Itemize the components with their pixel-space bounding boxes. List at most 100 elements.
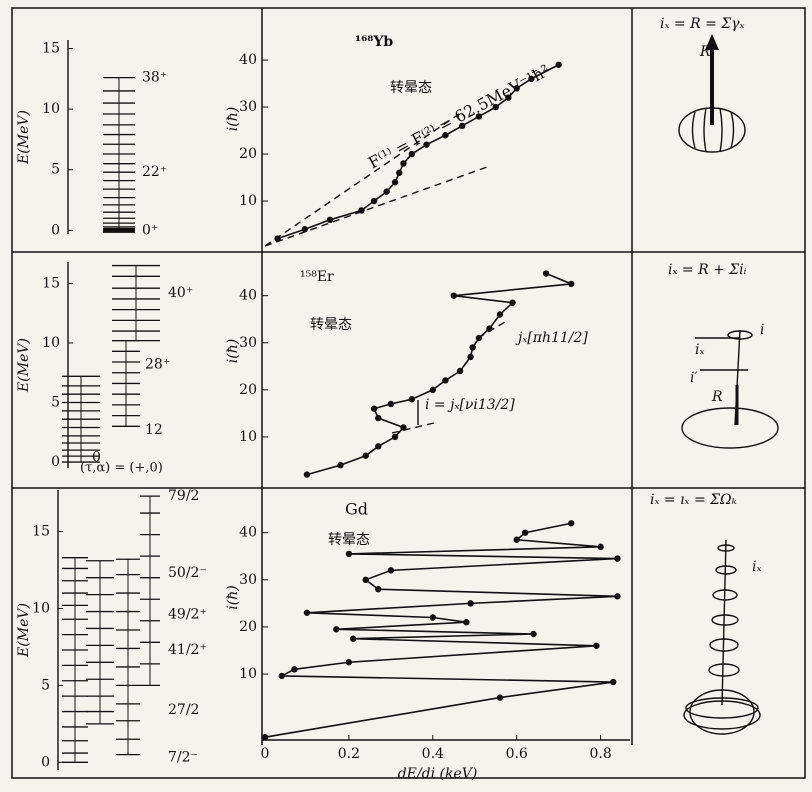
y-tick-label: 5 bbox=[51, 162, 60, 178]
diagram-label: iₓ bbox=[752, 559, 761, 575]
data-point bbox=[429, 614, 437, 621]
nucleus bbox=[681, 407, 779, 449]
chart-title: Gd bbox=[345, 500, 368, 519]
data-point bbox=[513, 85, 520, 92]
y-axis-label: i(ħ) bbox=[225, 339, 241, 363]
level-label: 7/2⁻ bbox=[168, 750, 198, 766]
data-point bbox=[496, 311, 504, 318]
level-label: 40⁺ bbox=[168, 285, 193, 301]
data-point bbox=[513, 536, 520, 543]
annotation: jₓ[πh11/2] bbox=[515, 330, 588, 346]
data-point bbox=[337, 461, 344, 469]
x-tick-label: 0.6 bbox=[506, 746, 528, 762]
data-point bbox=[614, 555, 621, 562]
level-label: 50/2⁻ bbox=[168, 565, 207, 581]
data-point bbox=[345, 659, 353, 666]
data-point bbox=[450, 292, 457, 299]
y-tick-label: 0 bbox=[51, 222, 60, 238]
data-point bbox=[387, 400, 395, 408]
x-tick-label: 0.4 bbox=[422, 746, 444, 762]
data-point bbox=[362, 576, 369, 584]
diagram-label: iₓ bbox=[695, 342, 704, 358]
data-point bbox=[463, 619, 470, 626]
data-point bbox=[383, 188, 390, 195]
data-point bbox=[291, 666, 298, 673]
data-point bbox=[274, 235, 281, 242]
diagram-formula: iₓ = R = Σγₓ bbox=[660, 16, 745, 32]
data-point bbox=[400, 424, 407, 431]
orbit bbox=[708, 663, 740, 677]
y-tick-label: 0 bbox=[51, 454, 60, 470]
reference-line bbox=[264, 111, 463, 247]
data-line bbox=[264, 522, 618, 738]
data-point bbox=[492, 103, 499, 111]
level-label: 28⁺ bbox=[145, 356, 170, 372]
y-tick-label: 10 bbox=[42, 335, 60, 351]
y-tick-label: 10 bbox=[239, 193, 257, 209]
data-point bbox=[301, 226, 309, 233]
y-tick-label: 40 bbox=[239, 288, 257, 304]
y-tick-label: 30 bbox=[239, 99, 257, 115]
data-point bbox=[326, 216, 334, 224]
level-label: 79/2 bbox=[168, 488, 199, 504]
annotation: F⁽¹⁾ = F⁽²⁾ = 62.5MeV⁻¹ħ² bbox=[365, 61, 553, 173]
x-tick-label: 0 bbox=[261, 746, 270, 762]
data-point bbox=[467, 353, 474, 361]
arrow-head bbox=[705, 34, 719, 50]
data-point bbox=[475, 113, 483, 120]
level-label: 22⁺ bbox=[142, 164, 167, 180]
diagram-formula: iₓ = R + Σiᵢ bbox=[668, 262, 747, 278]
annotation: 转晕态 bbox=[328, 532, 370, 548]
data-point bbox=[391, 433, 399, 441]
level-label: 38⁺ bbox=[142, 70, 167, 86]
x-tick-label: 0.8 bbox=[589, 746, 611, 762]
data-point bbox=[467, 600, 474, 607]
data-point bbox=[396, 169, 403, 177]
y-tick-label: 10 bbox=[239, 429, 257, 445]
y-tick-label: 15 bbox=[32, 524, 50, 540]
data-point bbox=[568, 280, 575, 288]
data-point bbox=[408, 150, 416, 158]
data-point bbox=[442, 132, 449, 139]
y-axis-label: E(MeV) bbox=[16, 338, 32, 393]
level-label: 0⁺ bbox=[142, 222, 158, 238]
x-tick-label: 0.2 bbox=[338, 746, 360, 762]
data-point bbox=[303, 609, 311, 616]
axis bbox=[721, 539, 727, 706]
data-point bbox=[597, 543, 604, 551]
data-point bbox=[423, 141, 430, 148]
y-tick-label: 40 bbox=[239, 52, 257, 68]
orbit bbox=[712, 589, 738, 601]
nucleus-lines bbox=[691, 107, 735, 153]
reference-line bbox=[391, 421, 439, 434]
data-point bbox=[408, 396, 416, 403]
data-point bbox=[458, 122, 466, 130]
data-point bbox=[555, 61, 562, 68]
data-point bbox=[375, 586, 382, 593]
data-point bbox=[486, 325, 493, 332]
data-point bbox=[568, 520, 575, 527]
level-label: 41/2⁺ bbox=[168, 642, 207, 658]
y-tick-label: 10 bbox=[239, 666, 257, 682]
y-axis-label: i(ħ) bbox=[225, 585, 241, 609]
annotation: 转晕态 bbox=[310, 317, 352, 333]
data-point bbox=[496, 694, 504, 701]
data-point bbox=[593, 642, 600, 649]
y-axis-label: E(MeV) bbox=[16, 603, 32, 658]
data-point bbox=[400, 160, 407, 167]
data-point bbox=[469, 344, 476, 351]
data-point bbox=[391, 179, 399, 186]
data-point bbox=[530, 630, 537, 638]
y-tick-label: 15 bbox=[42, 40, 60, 56]
y-tick-label: 15 bbox=[42, 275, 60, 291]
data-point bbox=[375, 414, 382, 422]
data-point bbox=[303, 471, 311, 478]
caption: (τ,α) = (+,0) bbox=[80, 461, 163, 476]
data-point bbox=[333, 626, 340, 633]
outer-frame bbox=[11, 7, 806, 779]
reference-line bbox=[264, 165, 491, 247]
orbit bbox=[711, 614, 739, 626]
y-axis-label: i(ħ) bbox=[225, 107, 241, 131]
data-point bbox=[345, 550, 353, 558]
data-point bbox=[528, 75, 535, 83]
